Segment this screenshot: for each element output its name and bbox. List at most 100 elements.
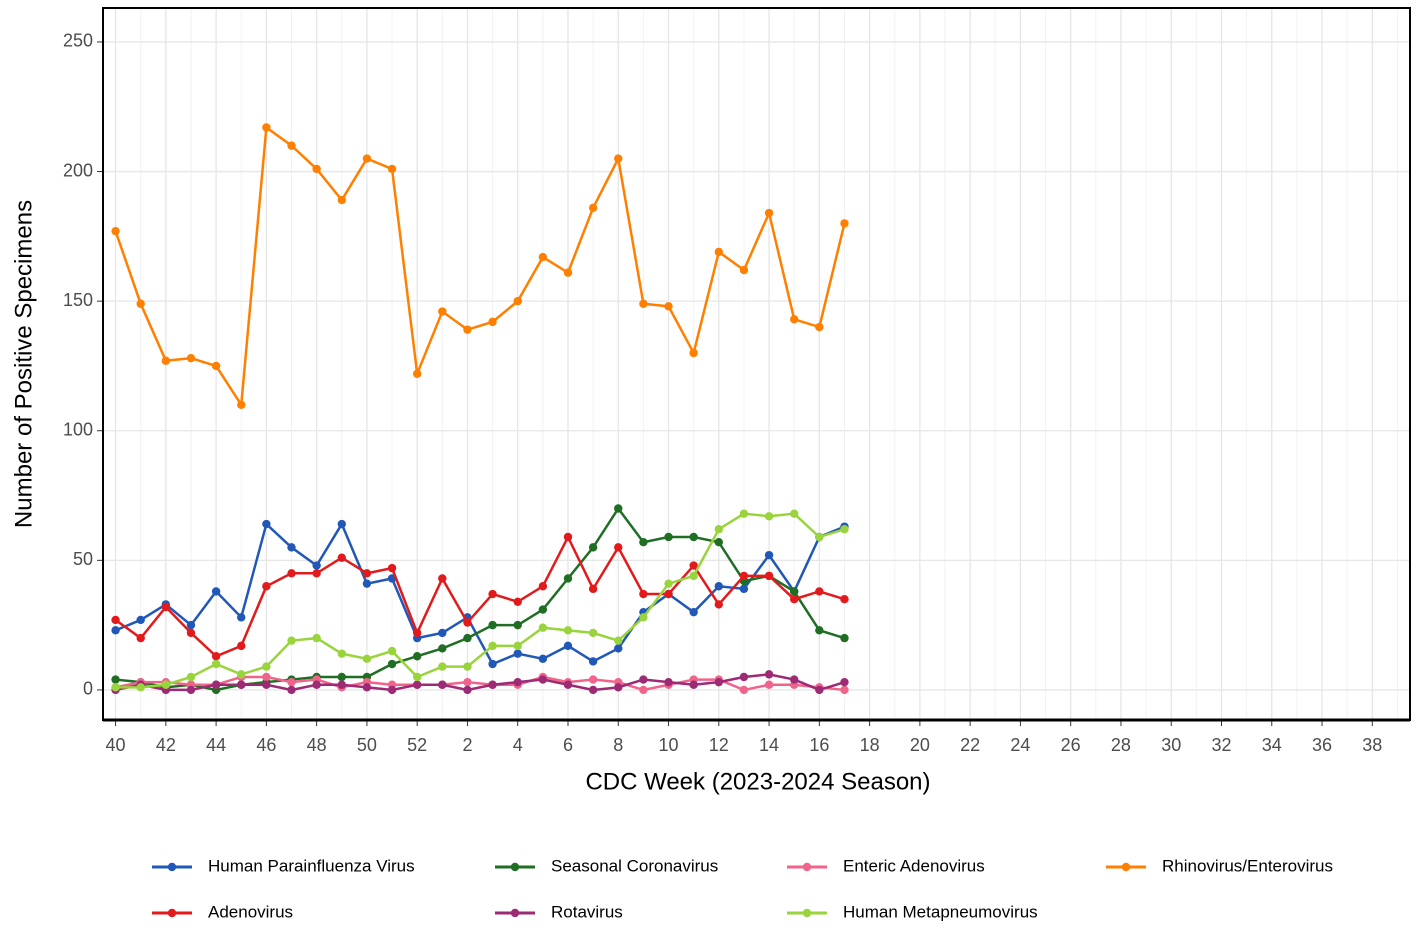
data-point (387, 563, 397, 573)
data-point (563, 532, 573, 542)
data-point (111, 615, 120, 625)
data-point (387, 685, 397, 695)
series-line (114, 534, 845, 658)
x-tick-label: 2 (462, 735, 472, 755)
legend-key-point (167, 908, 177, 918)
data-point (790, 315, 799, 324)
data-point (488, 659, 497, 669)
data-point (639, 613, 648, 622)
data-point (463, 662, 472, 671)
data-point (538, 582, 548, 591)
data-point (815, 685, 824, 695)
x-tick-label: 10 (659, 735, 679, 755)
plot-border (102, 7, 1411, 721)
x-tick-label: 52 (407, 735, 427, 755)
data-point (764, 550, 774, 560)
data-point (739, 571, 749, 581)
data-point (790, 675, 799, 684)
legend-label: Seasonal Coronavirus (551, 856, 718, 875)
data-point (664, 579, 673, 588)
x-tick-label: 22 (960, 735, 980, 755)
data-point (639, 675, 648, 684)
data-point (463, 618, 472, 627)
data-point (538, 623, 548, 632)
data-point (337, 649, 346, 658)
x-tick-label: 36 (1312, 735, 1332, 755)
data-point (764, 670, 774, 679)
data-point (840, 685, 849, 695)
data-point (538, 654, 548, 664)
data-point (111, 675, 120, 684)
x-tick-label: 12 (709, 735, 729, 755)
data-point (161, 356, 171, 365)
data-point (211, 680, 221, 689)
x-tick-label: 14 (759, 735, 779, 755)
data-point (513, 620, 522, 630)
data-point (563, 574, 573, 583)
data-point (588, 685, 598, 695)
x-tick-label: 28 (1111, 735, 1131, 755)
data-point (362, 579, 372, 588)
data-point (287, 569, 296, 578)
data-point (211, 587, 221, 596)
data-point (186, 628, 196, 638)
legend-label: Human Metapneumovirus (843, 902, 1038, 921)
data-point (287, 543, 296, 552)
data-point (362, 683, 372, 692)
data-point (815, 532, 824, 542)
data-point (639, 589, 648, 599)
legend-key-point (510, 862, 520, 872)
data-point (262, 582, 271, 591)
x-tick-label: 32 (1211, 735, 1231, 755)
x-tick-label: 34 (1262, 735, 1282, 755)
data-point (739, 265, 749, 275)
data-point (840, 677, 849, 687)
legend-key-point (1121, 862, 1131, 872)
data-point (337, 672, 346, 682)
data-point (614, 683, 623, 692)
x-tick-label: 8 (613, 735, 623, 755)
data-point (588, 584, 598, 594)
x-tick-label: 24 (1010, 735, 1030, 755)
data-point (161, 680, 171, 689)
data-point (714, 525, 723, 534)
data-point (211, 659, 221, 669)
y-tick-label: 150 (63, 290, 93, 310)
data-point (790, 595, 799, 604)
data-point (614, 504, 623, 513)
data-point (739, 509, 749, 518)
data-point (513, 677, 522, 687)
data-point (136, 615, 145, 625)
data-point (815, 587, 824, 596)
data-point (237, 680, 246, 689)
data-point (563, 626, 573, 635)
data-point (689, 561, 698, 570)
data-point (387, 659, 397, 669)
data-point (111, 626, 120, 635)
data-point (563, 268, 573, 277)
x-tick-label: 4 (513, 735, 523, 755)
data-point (262, 519, 271, 529)
legend-label: Human Parainfluenza Virus (208, 856, 415, 875)
legend-label: Adenovirus (208, 902, 293, 921)
data-point (362, 654, 372, 664)
data-point (639, 299, 648, 308)
data-point (438, 644, 447, 653)
x-tick-label: 20 (910, 735, 930, 755)
data-point (739, 672, 749, 682)
data-point (463, 685, 472, 695)
data-point (488, 620, 497, 630)
data-point (764, 571, 774, 581)
series-line (115, 521, 845, 666)
data-point (262, 123, 271, 132)
data-point (689, 607, 698, 617)
data-point (161, 602, 171, 612)
data-point (136, 299, 145, 308)
legend-label: Enteric Adenovirus (843, 856, 985, 875)
data-point (689, 532, 698, 542)
data-point (312, 569, 321, 578)
data-point (840, 219, 849, 228)
data-point (412, 369, 422, 378)
data-point (438, 628, 447, 638)
data-point (362, 154, 372, 163)
